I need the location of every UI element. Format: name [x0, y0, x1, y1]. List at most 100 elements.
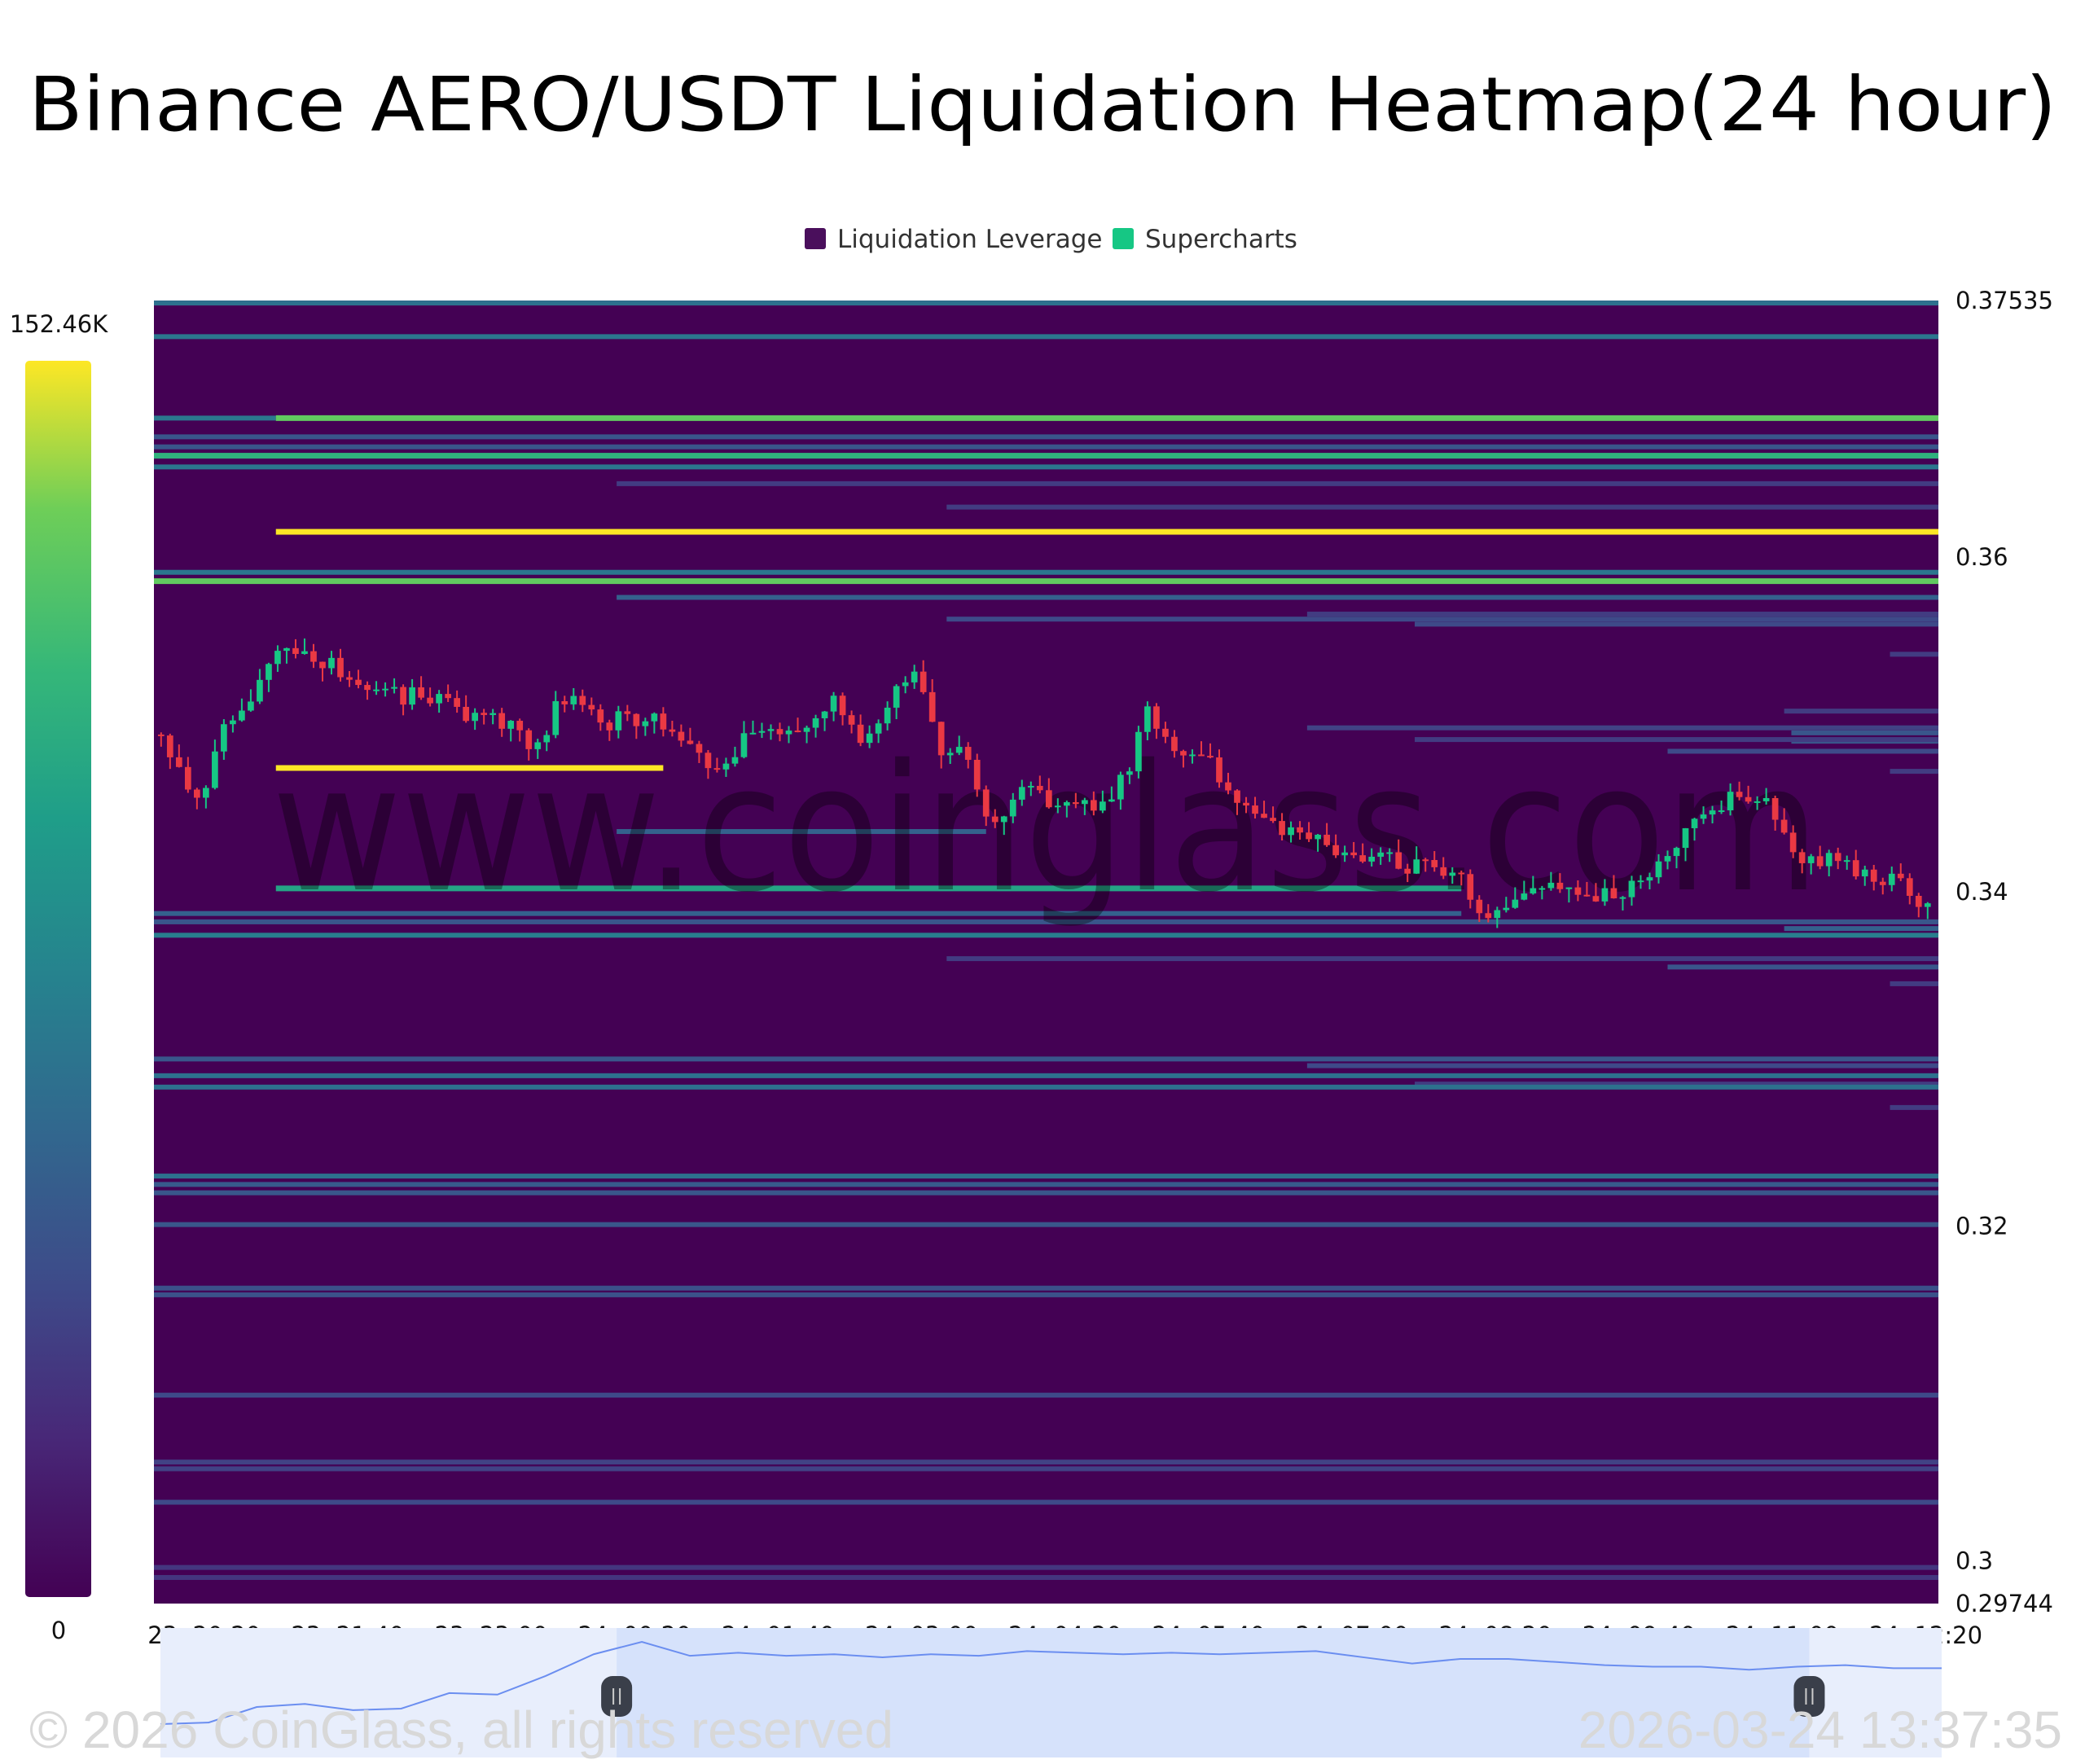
candle-body	[1359, 855, 1367, 862]
candle-body	[1117, 774, 1124, 800]
candle-body	[1512, 899, 1519, 908]
heatmap-band	[154, 578, 1938, 585]
heatmap-band	[946, 956, 1938, 962]
heatmap-band	[617, 480, 1938, 486]
candle-body	[633, 713, 640, 726]
candle-body	[624, 711, 631, 714]
candle-body	[1485, 913, 1492, 919]
candle-body	[1153, 706, 1160, 729]
candle-body	[1422, 859, 1429, 862]
legend-label: Supercharts	[1145, 225, 1297, 254]
candle-body	[785, 731, 792, 735]
candle-body	[561, 701, 568, 704]
candle-body	[454, 698, 460, 707]
candle-body	[1700, 814, 1707, 819]
candle-body	[1350, 852, 1357, 856]
candle-body	[373, 689, 380, 691]
heatmap-band	[154, 932, 1938, 938]
candle-body	[875, 723, 882, 734]
candle-body	[1100, 801, 1106, 811]
navigator[interactable]	[160, 1628, 1942, 1757]
candle-body	[776, 729, 784, 735]
candle-body	[669, 729, 676, 732]
candle-body	[1126, 771, 1133, 775]
heatmap-band	[154, 453, 1938, 459]
y-tick-label: 0.34	[1956, 878, 2008, 906]
navigator-line	[160, 1640, 1942, 1725]
candle-body	[749, 732, 757, 735]
heatmap-band	[1415, 1082, 1938, 1087]
heatmap-band	[275, 415, 1938, 421]
copyright: © 2026 CoinGlass, all rights reserved	[29, 1700, 893, 1759]
watermark: www.coinglass.com	[272, 726, 1819, 931]
candle-body	[1323, 834, 1330, 845]
heatmap-band	[154, 415, 276, 421]
candle-body	[696, 744, 703, 753]
colorbar-max-label: 152.46K	[10, 310, 108, 338]
candle-body	[1646, 877, 1653, 881]
candle-body	[1906, 878, 1913, 896]
colorbar-gradient[interactable]	[25, 361, 91, 1597]
heatmap-band	[1415, 737, 1938, 743]
candle-body	[1610, 888, 1618, 899]
candle-body	[1915, 895, 1922, 907]
candle-body	[319, 661, 326, 669]
candle-body	[1467, 874, 1474, 900]
candle-body	[1718, 810, 1725, 813]
candle-body	[1135, 731, 1142, 772]
candle-body	[463, 706, 470, 722]
legend-item-liquidation-leverage[interactable]: Liquidation Leverage	[805, 225, 1102, 254]
candle-body	[1879, 881, 1886, 885]
candle-body	[1063, 802, 1070, 806]
candle-body	[1449, 872, 1456, 876]
candle-body	[1861, 869, 1868, 877]
candle-body	[1395, 852, 1402, 869]
candle-body	[1431, 860, 1438, 867]
navigator-handle[interactable]	[601, 1676, 633, 1717]
candle-body	[552, 701, 560, 735]
candle-body	[687, 740, 694, 744]
candle-body	[1036, 785, 1043, 791]
heatmap-band	[1306, 725, 1938, 731]
candle-body	[1503, 907, 1510, 911]
candle-body	[1090, 800, 1097, 811]
candle-body	[1798, 852, 1806, 863]
candle-body	[346, 677, 353, 680]
heatmap-band	[1667, 964, 1938, 970]
candle-body	[472, 713, 479, 722]
candle-body	[310, 651, 317, 662]
candle-body	[418, 687, 424, 698]
navigator-handle[interactable]	[1793, 1676, 1825, 1717]
heatmap-band	[1667, 748, 1938, 754]
navigator-selected-range	[617, 1628, 1810, 1757]
candle-body	[1288, 827, 1294, 836]
candle-body	[1673, 848, 1680, 857]
candle-body	[1225, 782, 1231, 791]
candle-body	[902, 682, 909, 687]
candle-body	[436, 694, 442, 704]
heatmap-band	[154, 1292, 1938, 1297]
candle-body	[1628, 880, 1635, 897]
candle-body	[928, 691, 936, 722]
candle-body	[955, 747, 963, 753]
heatmap-band	[1306, 612, 1938, 617]
heatmap-band	[154, 1174, 1938, 1179]
candle-body	[597, 709, 604, 723]
candle-body	[534, 742, 542, 749]
candle-body	[1341, 852, 1348, 856]
candle-body	[1162, 728, 1169, 737]
candle-body	[1279, 821, 1285, 836]
heatmap-band	[154, 1056, 1938, 1062]
heatmap-background	[154, 301, 1938, 1604]
legend-item-supercharts[interactable]: Supercharts	[1113, 225, 1297, 254]
candle-body	[1852, 860, 1859, 877]
candle-body	[1270, 818, 1276, 822]
colorbar: 152.46K 0	[10, 310, 108, 1644]
candle-body	[1530, 888, 1537, 894]
candle-body	[1727, 792, 1734, 811]
candle-body	[1574, 887, 1582, 895]
candle-body	[588, 704, 595, 710]
candle-body	[803, 727, 810, 732]
candle-body	[1736, 792, 1743, 797]
candle-body	[758, 731, 766, 733]
